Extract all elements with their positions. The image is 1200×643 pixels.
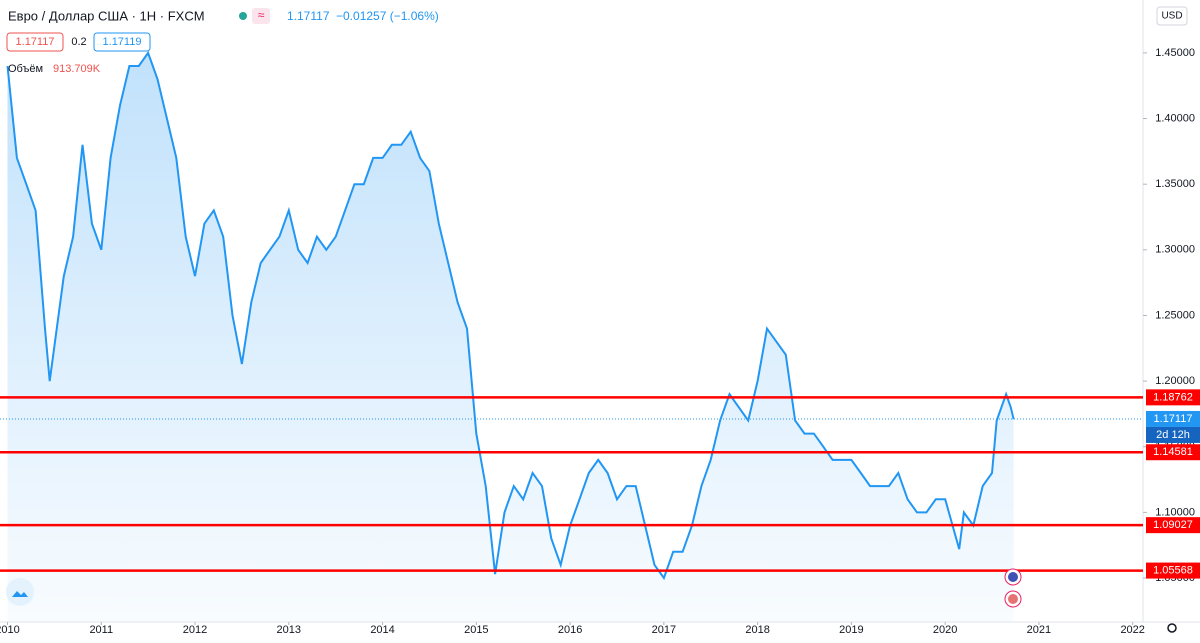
- y-tick-label: 1.10000: [1155, 506, 1195, 518]
- last-price-box: [1146, 410, 1200, 427]
- event-icon[interactable]: [1004, 590, 1022, 608]
- x-tick-label: 2021: [1027, 624, 1051, 636]
- symbol-title: Евро / Доллар США · 1Н · FXCM: [8, 8, 205, 23]
- y-tick-label: 1.40000: [1155, 112, 1195, 124]
- x-tick-label: 2022: [1120, 624, 1144, 636]
- status-dot: [239, 12, 247, 20]
- countdown: 2d 12h: [1156, 429, 1190, 441]
- x-tick-label: 2018: [745, 624, 769, 636]
- delay-badge: [252, 8, 270, 24]
- currency-badge[interactable]: [1156, 6, 1188, 26]
- overlay: [0, 396, 1143, 572]
- x-tick-label: 2014: [370, 624, 394, 636]
- spread: 0.2: [71, 36, 86, 48]
- x-tick-label: 2019: [839, 624, 863, 636]
- level-box: [1146, 444, 1200, 461]
- level-label: 1.14581: [1153, 446, 1193, 458]
- price: 1.17117: [287, 9, 330, 23]
- bid: 1.17117: [16, 36, 55, 48]
- y-tick-label: 1.20000: [1155, 375, 1195, 387]
- x-tick-label: 2020: [933, 624, 957, 636]
- x-tick-label: 2011: [89, 624, 113, 636]
- y-tick-label: 1.35000: [1155, 178, 1195, 190]
- last-price-label: 1.17117: [1154, 413, 1193, 425]
- plot: [6, 50, 1015, 622]
- area-fill: [7, 52, 1014, 622]
- volume-label: Объём: [8, 63, 43, 75]
- x-tick-label: 2016: [558, 624, 582, 636]
- ask-box[interactable]: [93, 32, 151, 52]
- y-tick-label: 1.30000: [1155, 244, 1195, 256]
- price-line: [6, 50, 1015, 581]
- logo[interactable]: [6, 578, 34, 606]
- event-icon[interactable]: [1004, 568, 1022, 586]
- level-box: [1146, 389, 1200, 406]
- level-label: 1.18762: [1153, 391, 1193, 403]
- y-tick-label: 1.45000: [1155, 47, 1195, 59]
- x-tick-label: 2017: [652, 624, 676, 636]
- level-label: 1.05568: [1153, 564, 1193, 576]
- x-tick-label: 2012: [183, 624, 207, 636]
- settings-icon[interactable]: [1167, 623, 1177, 633]
- currency: USD: [1161, 11, 1182, 22]
- x-tick-label: 2015: [464, 624, 488, 636]
- y-tick-label: 1.25000: [1155, 309, 1195, 321]
- level-box: [1146, 562, 1200, 579]
- countdown-box: [1146, 426, 1200, 443]
- level-box: [1146, 517, 1200, 534]
- x-tick-label: 2013: [277, 624, 301, 636]
- bid-box[interactable]: [6, 32, 64, 52]
- delay-icon: ≈: [258, 8, 265, 22]
- volume-value: 913.709K: [53, 63, 101, 75]
- ask: 1.17119: [103, 36, 142, 48]
- level-label: 1.09027: [1153, 519, 1193, 531]
- change: −0.01257 (−1.06%): [336, 9, 439, 23]
- x-tick-label: 2010: [0, 624, 20, 636]
